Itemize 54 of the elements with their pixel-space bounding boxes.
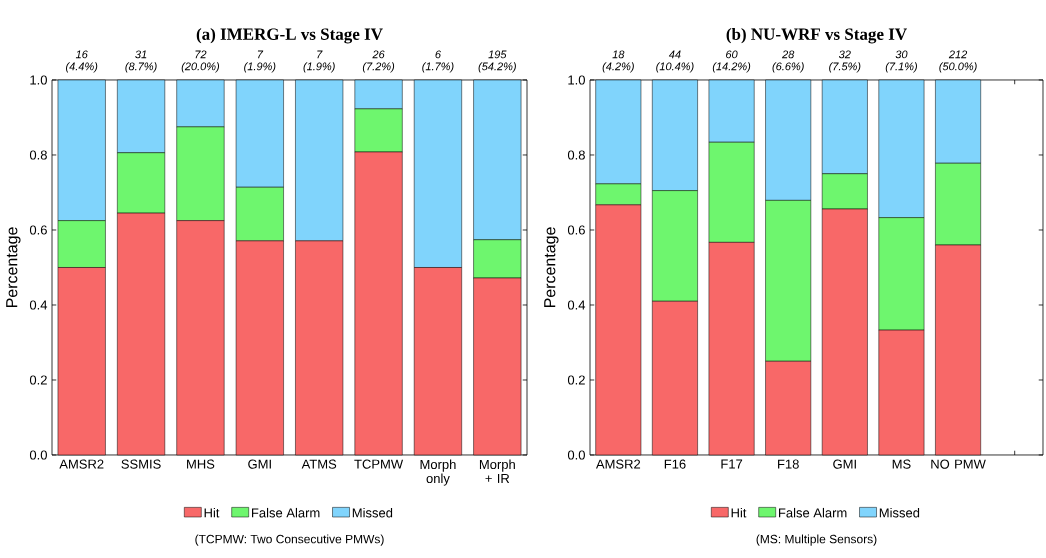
x-tick-label: GMI bbox=[248, 459, 271, 469]
chart-title: (b) NU-WRF vs Stage IV bbox=[726, 27, 907, 44]
y-tick-label: 0.4 bbox=[29, 300, 48, 310]
annotation: 6 (1.7%) bbox=[422, 50, 454, 73]
y-tick-label: 1.0 bbox=[30, 75, 47, 85]
x-tick-label: Morph + IR bbox=[479, 459, 515, 483]
text: (TCPMW: Two Consecutive PMWs) bbox=[195, 534, 384, 546]
legend-label: False Alarm bbox=[779, 507, 847, 518]
y-tick-label: 0.0 bbox=[567, 450, 585, 460]
x-tick-label: NO PMW bbox=[931, 459, 986, 469]
legend-label: False Alarm bbox=[252, 507, 320, 518]
legend-label: Hit bbox=[731, 507, 747, 518]
x-tick-label: MS bbox=[892, 459, 911, 469]
y-tick-label: 0.4 bbox=[567, 300, 586, 310]
annotation: 30 (7.1%) bbox=[885, 50, 917, 73]
annotation: 16 (4.4%) bbox=[66, 50, 98, 73]
annotation: 7 (1.9%) bbox=[244, 50, 276, 73]
annotation: 44 (10.4%) bbox=[656, 50, 694, 73]
annotation: 26 (7.2%) bbox=[362, 50, 395, 73]
annotation: 31 (8.7%) bbox=[125, 50, 157, 73]
legend-label: Missed bbox=[352, 507, 393, 518]
x-tick-label: AMSR2 bbox=[59, 459, 104, 469]
y-tick-label: 0.6 bbox=[29, 225, 47, 235]
y-axis-title: Percentage bbox=[544, 227, 559, 308]
annotation: 32 (7.5%) bbox=[829, 50, 861, 73]
x-tick-label: MHS bbox=[187, 459, 215, 469]
x-tick-label: ATMS bbox=[301, 459, 337, 469]
y-tick-label: 0.0 bbox=[29, 450, 47, 460]
legend-label: Hit bbox=[204, 507, 220, 518]
annotation: 72 (20.0%) bbox=[181, 50, 220, 73]
x-tick-label: AMSR2 bbox=[595, 459, 641, 469]
y-tick-label: 0.6 bbox=[567, 225, 585, 235]
annotation: 195 (54.2%) bbox=[478, 50, 516, 73]
annotation: 28 (6.6%) bbox=[772, 50, 804, 73]
x-tick-label: SSMIS bbox=[121, 459, 161, 469]
legend-label: Missed bbox=[879, 507, 920, 518]
y-tick-label: 1.0 bbox=[568, 75, 585, 85]
annotation: 60 (14.2%) bbox=[712, 50, 751, 73]
x-tick-label: GMI bbox=[833, 459, 856, 469]
y-tick-label: 0.2 bbox=[567, 375, 585, 385]
x-tick-label: F18 bbox=[778, 459, 799, 469]
x-tick-label: F17 bbox=[721, 459, 743, 469]
text: (MS: Multiple Sensors) bbox=[756, 534, 877, 546]
y-axis-title: Percentage bbox=[6, 227, 21, 308]
x-tick-label: TCPMW bbox=[354, 459, 404, 469]
annotation: 18 (4.2%) bbox=[602, 50, 634, 73]
annotation: 7 (1.9%) bbox=[303, 50, 335, 73]
y-tick-label: 0.8 bbox=[567, 150, 585, 160]
annotation: 212 (50.0%) bbox=[939, 50, 977, 73]
chart-title: (a) IMERG-L vs Stage IV bbox=[196, 27, 383, 44]
y-tick-label: 0.2 bbox=[29, 375, 47, 385]
x-tick-label: F16 bbox=[664, 459, 686, 469]
x-tick-label: Morph only bbox=[420, 459, 456, 486]
y-tick-label: 0.8 bbox=[29, 150, 47, 160]
